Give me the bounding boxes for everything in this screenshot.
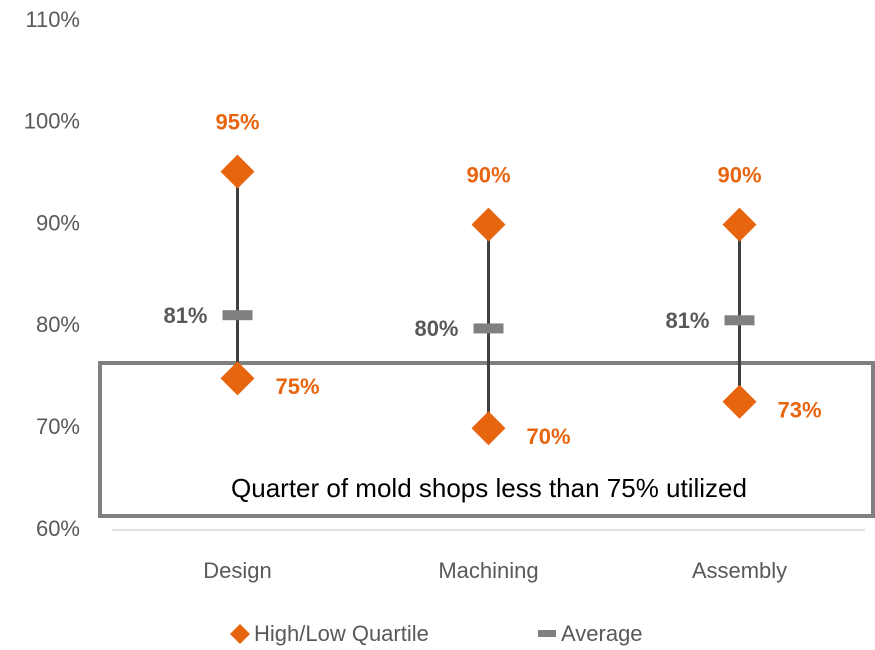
x-tick-label: Assembly <box>692 558 787 583</box>
y-tick-label: 80% <box>36 312 80 337</box>
legend-label: Average <box>561 621 643 646</box>
data-label: 90% <box>466 162 510 187</box>
average-marker <box>724 315 755 326</box>
y-tick-label: 100% <box>24 109 80 134</box>
legend-label: High/Low Quartile <box>254 621 429 646</box>
annotation: Quarter of mold shops less than 75% util… <box>231 473 747 503</box>
diamond-marker <box>220 361 255 396</box>
y-tick-label: 110% <box>25 7 80 32</box>
data-label: 81% <box>163 303 207 328</box>
y-tick-label: 90% <box>36 210 80 235</box>
data-label: 70% <box>527 424 571 449</box>
data-label: 80% <box>414 316 458 341</box>
diamond-marker <box>722 384 757 419</box>
data-label: 90% <box>717 162 761 187</box>
diamond-marker <box>722 207 757 242</box>
x-tick-label: Design <box>203 558 271 583</box>
x-tick-label: Machining <box>438 558 538 583</box>
average-marker <box>473 323 504 334</box>
data-label: 95% <box>215 109 259 134</box>
diamond-marker <box>471 411 506 446</box>
y-tick-label: 60% <box>36 516 80 541</box>
data-label: 75% <box>276 374 320 399</box>
data-label: 73% <box>778 398 822 423</box>
annotation-box <box>98 361 875 518</box>
legend-marker <box>538 630 556 637</box>
diamond-marker <box>220 154 255 189</box>
y-tick-label: 70% <box>36 414 80 439</box>
average-marker <box>222 310 253 321</box>
legend-marker <box>230 624 250 644</box>
data-label: 81% <box>665 308 709 333</box>
diamond-marker <box>471 207 506 242</box>
